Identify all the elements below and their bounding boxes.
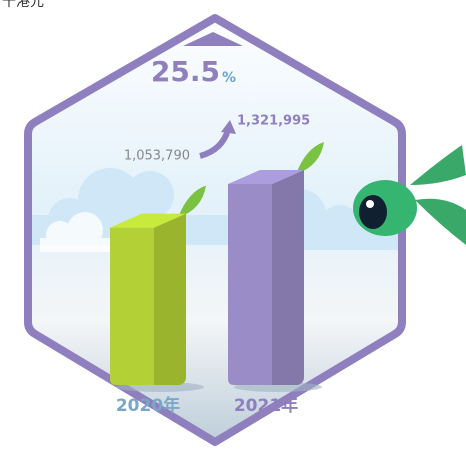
bar-top xyxy=(110,213,186,228)
bar-side xyxy=(272,170,304,385)
value-label: 1,321,995 xyxy=(237,114,310,129)
leaf xyxy=(296,142,324,174)
bar-front xyxy=(110,227,154,385)
increase-arrow xyxy=(199,129,231,159)
increase-arrow-head xyxy=(221,120,236,134)
hexagon-frame xyxy=(24,14,406,446)
unit-note: 千港元 xyxy=(2,0,44,10)
bars xyxy=(110,142,324,392)
bar-top xyxy=(228,170,304,184)
growth-unit: % xyxy=(222,70,236,86)
bar-front xyxy=(228,184,272,385)
bird xyxy=(353,145,466,245)
leaf xyxy=(178,185,206,218)
category-label: 2021年 xyxy=(234,395,298,416)
growth-value: 25.5 xyxy=(151,55,220,88)
bar-side xyxy=(154,213,186,385)
value-label: 1,053,790 xyxy=(124,149,190,164)
growth-arrow xyxy=(183,32,243,46)
category-label: 2020年 xyxy=(116,395,180,416)
